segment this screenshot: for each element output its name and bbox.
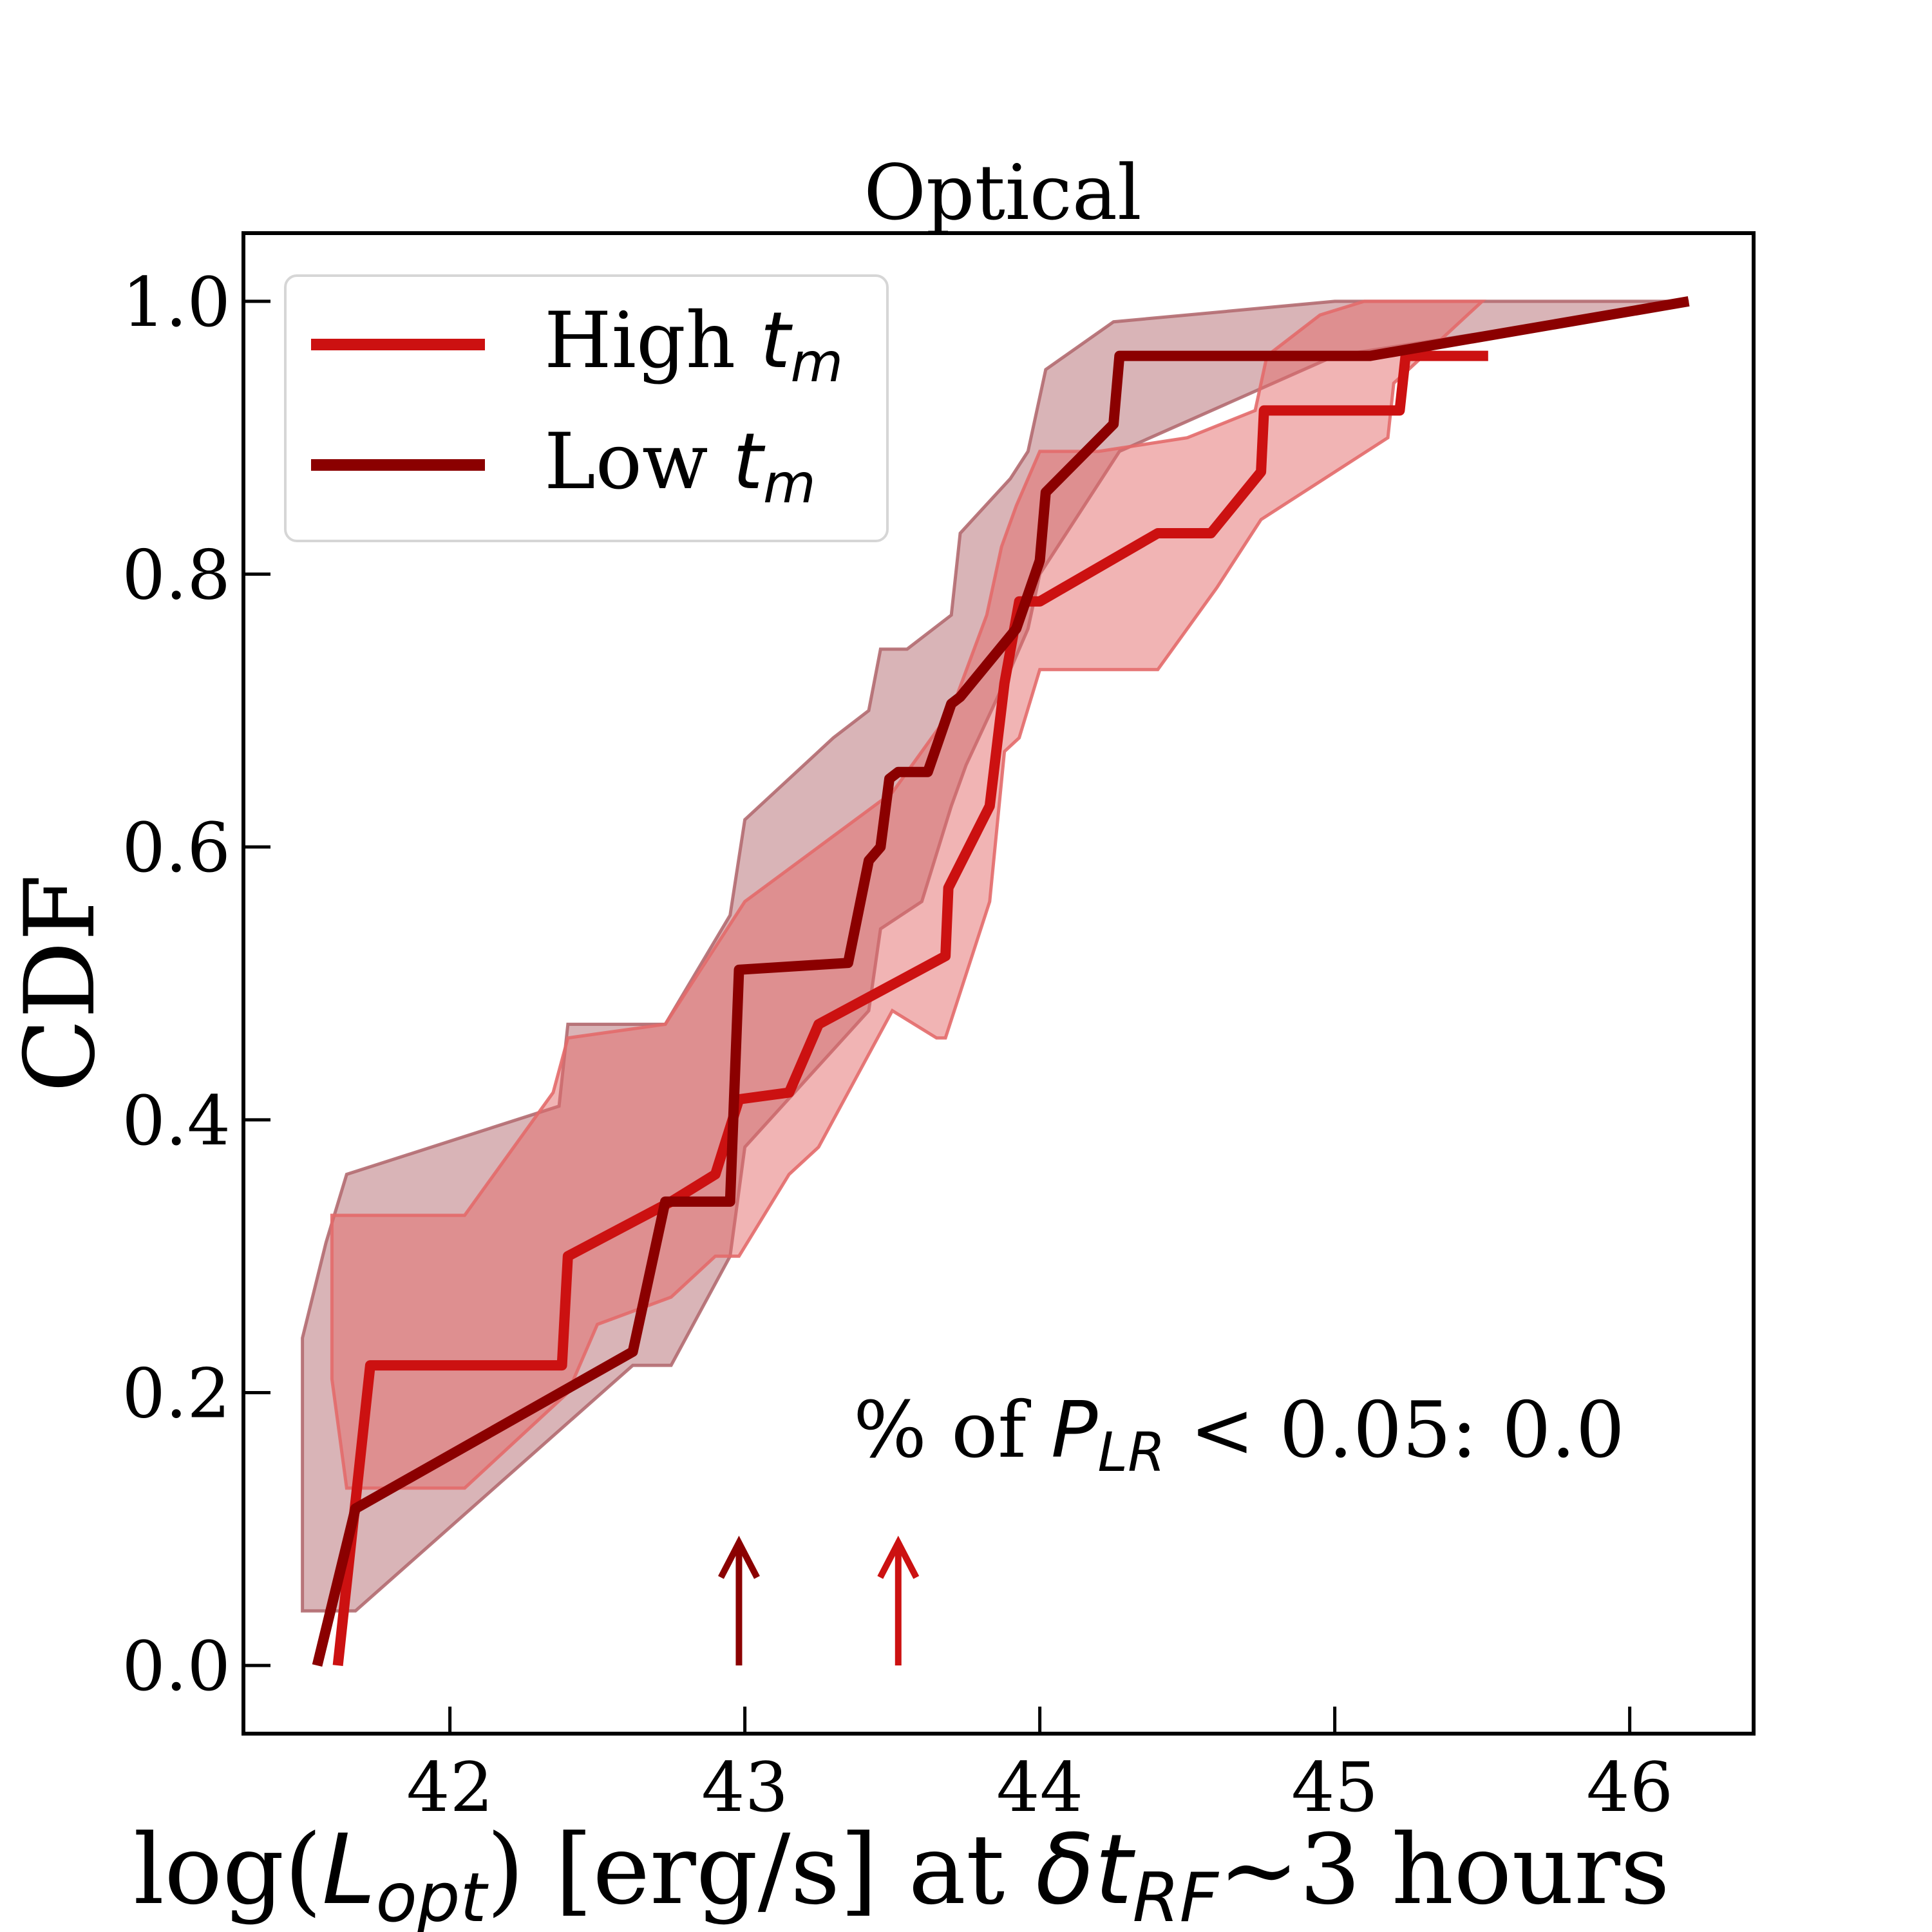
x-label-t-subscript: RF xyxy=(1133,1859,1220,1932)
cdf-line-high-tm xyxy=(332,350,1488,1666)
legend-high-text: High xyxy=(544,296,760,386)
y-tick-label: 0.6 xyxy=(122,808,231,887)
x-tick-label: 45 xyxy=(1291,1748,1378,1827)
legend-low-text: Low xyxy=(544,417,733,507)
cdf-line-low-tm xyxy=(312,296,1690,1667)
median-arrow-low-tm xyxy=(718,1535,760,1666)
median-arrow-high-tm xyxy=(877,1535,920,1666)
x-tick-label: 42 xyxy=(406,1748,493,1827)
x-axis-label: log(Lopt) [erg/s] at δtRF~3 hours xyxy=(133,1814,1670,1932)
annotation-subscript: LR xyxy=(1097,1421,1165,1484)
x-label-suffix: ~3 hours xyxy=(1218,1814,1670,1926)
y-tick-label: 0.4 xyxy=(122,1081,231,1160)
x-label-subscript: opt xyxy=(376,1859,489,1932)
x-tick-label: 44 xyxy=(996,1748,1083,1827)
legend-label-low-tm: Low tm xyxy=(544,417,816,515)
legend-low-subscript: m xyxy=(763,452,816,515)
median-arrows xyxy=(718,1535,920,1666)
y-tick-label: 0.0 xyxy=(122,1627,231,1706)
arrow-head xyxy=(718,1535,760,1579)
cdf-lines xyxy=(312,296,1690,1667)
legend-low-symbol: t xyxy=(733,417,766,507)
legend: High tm Low tm xyxy=(284,274,889,542)
y-tick-label: 0.2 xyxy=(122,1354,231,1433)
x-label-symbol: L xyxy=(322,1814,376,1926)
x-label-t: t xyxy=(1095,1814,1136,1926)
plot-frame xyxy=(242,231,1756,1736)
y-axis-label: CDF xyxy=(5,874,117,1092)
y-tick-label: 1.0 xyxy=(122,263,231,342)
annotation-suffix: < 0.05: 0.0 xyxy=(1166,1386,1625,1475)
legend-label-high-tm: High tm xyxy=(544,296,843,394)
legend-high-subscript: m xyxy=(790,331,843,394)
x-tick-label: 46 xyxy=(1586,1748,1673,1827)
x-label-middle: ) [erg/s] at xyxy=(487,1814,1036,1926)
y-axis-ticks: 0.0 0.2 0.4 0.6 0.8 1.0 xyxy=(122,263,270,1706)
annotation-prefix: % of xyxy=(853,1386,1051,1475)
x-axis-ticks: 42 43 44 45 46 xyxy=(406,1707,1673,1827)
y-tick-label: 0.8 xyxy=(122,536,231,615)
x-label-prefix: log( xyxy=(133,1814,322,1926)
legend-high-symbol: t xyxy=(760,296,793,386)
x-tick-label: 43 xyxy=(701,1748,788,1827)
x-label-delta: δ xyxy=(1036,1814,1095,1926)
chart-title: Optical xyxy=(864,148,1142,237)
arrow-head xyxy=(877,1535,920,1579)
annotation-symbol: P xyxy=(1051,1386,1098,1475)
significance-annotation: % of PLR < 0.05: 0.0 xyxy=(853,1386,1625,1484)
